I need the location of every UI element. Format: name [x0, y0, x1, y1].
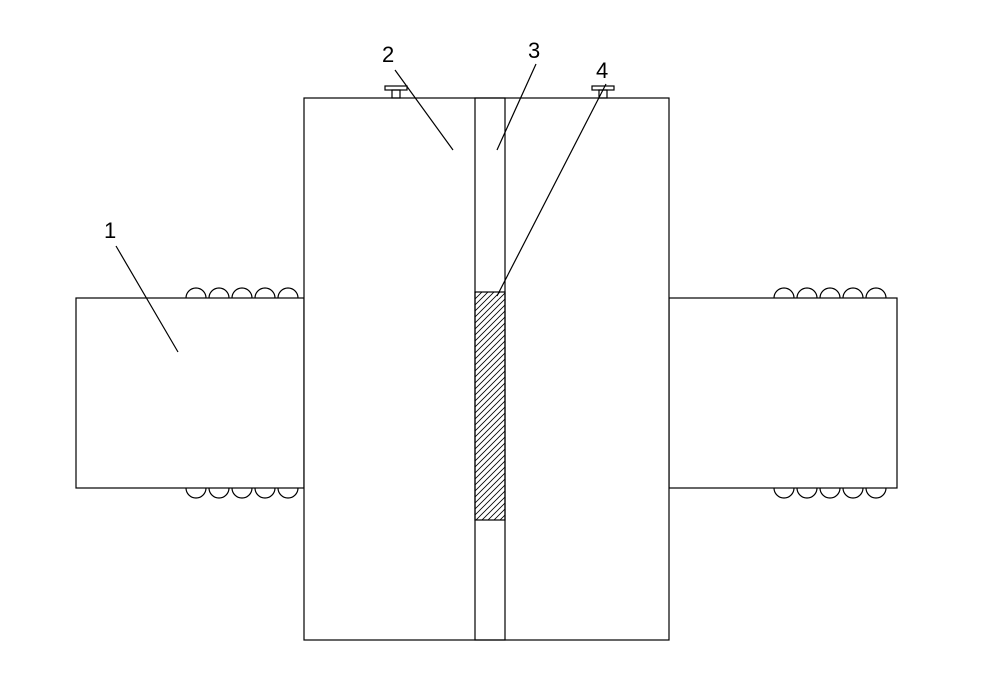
label-3: 3: [528, 38, 540, 64]
technical-diagram: [0, 0, 1000, 691]
label-1: 1: [104, 218, 116, 244]
label-4: 4: [596, 58, 608, 84]
label-2: 2: [382, 42, 394, 68]
